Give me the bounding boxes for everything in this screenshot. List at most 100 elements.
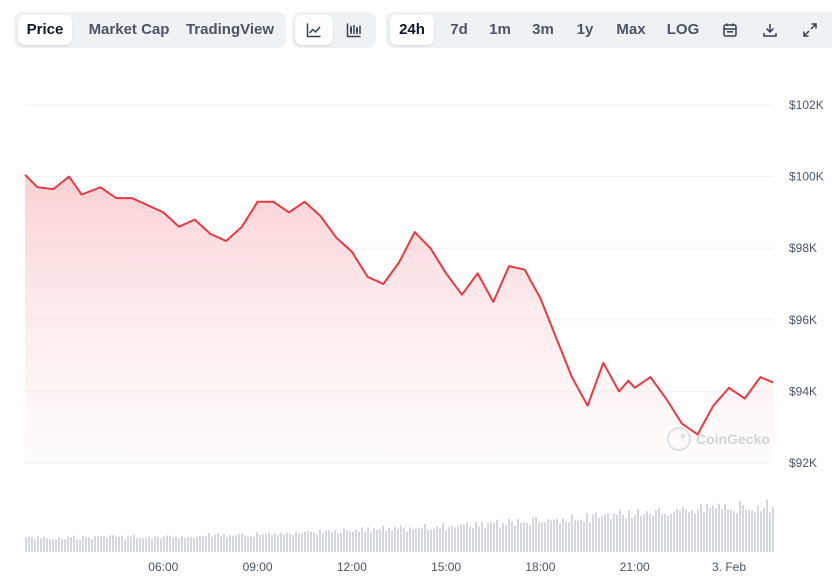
volume-bar [49, 539, 51, 552]
tab-log[interactable]: LOG [666, 21, 700, 38]
tab-max[interactable]: Max [616, 21, 646, 38]
volume-bar [295, 531, 297, 552]
volume-bar [172, 537, 174, 552]
volume-bar [157, 536, 159, 552]
volume-bar [43, 536, 45, 552]
volume-bar [184, 538, 186, 552]
volume-bar [166, 535, 168, 552]
volume-bar [568, 522, 570, 552]
volume-bar [499, 527, 501, 552]
volume-bar [31, 537, 33, 552]
volume-bar [304, 531, 306, 552]
volume-bar [250, 535, 252, 552]
volume-bar [448, 526, 450, 552]
tab-3m[interactable]: 3m [532, 21, 554, 38]
tab-24h[interactable]: 24h [390, 15, 434, 45]
volume-bar [82, 535, 84, 552]
volume-bar [181, 536, 183, 552]
range-tab-group: 24h 7d 1m 3m 1y Max LOG [386, 12, 832, 48]
volume-bar [385, 531, 387, 552]
volume-bar [691, 510, 693, 552]
volume-bar [367, 527, 369, 552]
tab-1m[interactable]: 1m [489, 21, 511, 38]
volume-bar [478, 526, 480, 552]
volume-bar [730, 509, 732, 552]
volume-bar [322, 533, 324, 552]
volume-bar [208, 533, 210, 552]
expand-icon[interactable] [791, 15, 829, 45]
volume-bar [343, 528, 345, 552]
volume-bar [622, 514, 624, 552]
volume-bar [625, 518, 627, 552]
calendar-icon[interactable] [711, 15, 749, 45]
volume-bar [40, 538, 42, 552]
tab-1y[interactable]: 1y [576, 21, 594, 38]
volume-bar [391, 530, 393, 552]
volume-bar [217, 533, 219, 552]
volume-bar [46, 538, 48, 552]
volume-bar [370, 532, 372, 552]
volume-bar [754, 512, 756, 552]
volume-bar [379, 528, 381, 552]
volume-bar [430, 529, 432, 552]
volume-bar [541, 522, 543, 552]
tab-7d[interactable]: 7d [450, 21, 468, 38]
volume-bar [496, 519, 498, 552]
chart-type-group [292, 12, 376, 48]
volume-bar [259, 534, 261, 552]
volume-bar [214, 534, 216, 552]
download-icon[interactable] [751, 15, 789, 45]
volume-bar [562, 518, 564, 552]
volume-bar [127, 535, 129, 552]
volume-bar [535, 516, 537, 552]
volume-bar [727, 509, 729, 552]
volume-bar [97, 535, 99, 552]
volume-bar [151, 538, 153, 552]
volume-bar [571, 514, 573, 552]
volume-bar [673, 511, 675, 552]
line-chart-icon[interactable] [295, 15, 333, 45]
candlestick-chart-icon[interactable] [335, 15, 373, 45]
volume-bar [64, 539, 66, 552]
volume-bar [193, 537, 195, 552]
volume-bar [487, 522, 489, 552]
volume-bar [139, 538, 141, 552]
coingecko-logo-eye [680, 433, 686, 439]
volume-bar [412, 529, 414, 552]
coingecko-logo-icon [667, 427, 691, 451]
volume-bar [670, 514, 672, 552]
tab-price[interactable]: Price [18, 15, 72, 45]
volume-bar [199, 535, 201, 552]
tab-tradingview[interactable]: TradingView [185, 21, 275, 38]
volume-bar [73, 535, 75, 552]
volume-bar [121, 535, 123, 552]
volume-bar [445, 530, 447, 552]
volume-bar [220, 535, 222, 552]
volume-bar [196, 536, 198, 552]
volume-bar [649, 513, 651, 552]
volume-bar [739, 501, 741, 552]
volume-bar [394, 526, 396, 552]
volume-bar [310, 531, 312, 552]
y-tick-label: $100K [789, 170, 824, 184]
tab-market-cap[interactable]: Market Cap [88, 21, 170, 38]
volume-bar [76, 539, 78, 552]
volume-bar [388, 527, 390, 552]
volume-bar [289, 533, 291, 552]
volume-bar [457, 526, 459, 552]
volume-bar [373, 528, 375, 552]
volume-bar [106, 538, 108, 552]
volume-bar [235, 535, 237, 552]
volume-bar [685, 509, 687, 552]
volume-bar [697, 510, 699, 552]
volume-bar [352, 532, 354, 552]
volume-bar [715, 508, 717, 552]
volume-bar [283, 534, 285, 552]
volume-bar [202, 535, 204, 552]
volume-bar [187, 537, 189, 552]
volume-bar [223, 533, 225, 552]
chart-toolbar: Price Market Cap TradingView 24h 7d 1m 3… [0, 12, 832, 48]
x-tick-label: 09:00 [243, 560, 273, 574]
volume-bar [592, 514, 594, 552]
